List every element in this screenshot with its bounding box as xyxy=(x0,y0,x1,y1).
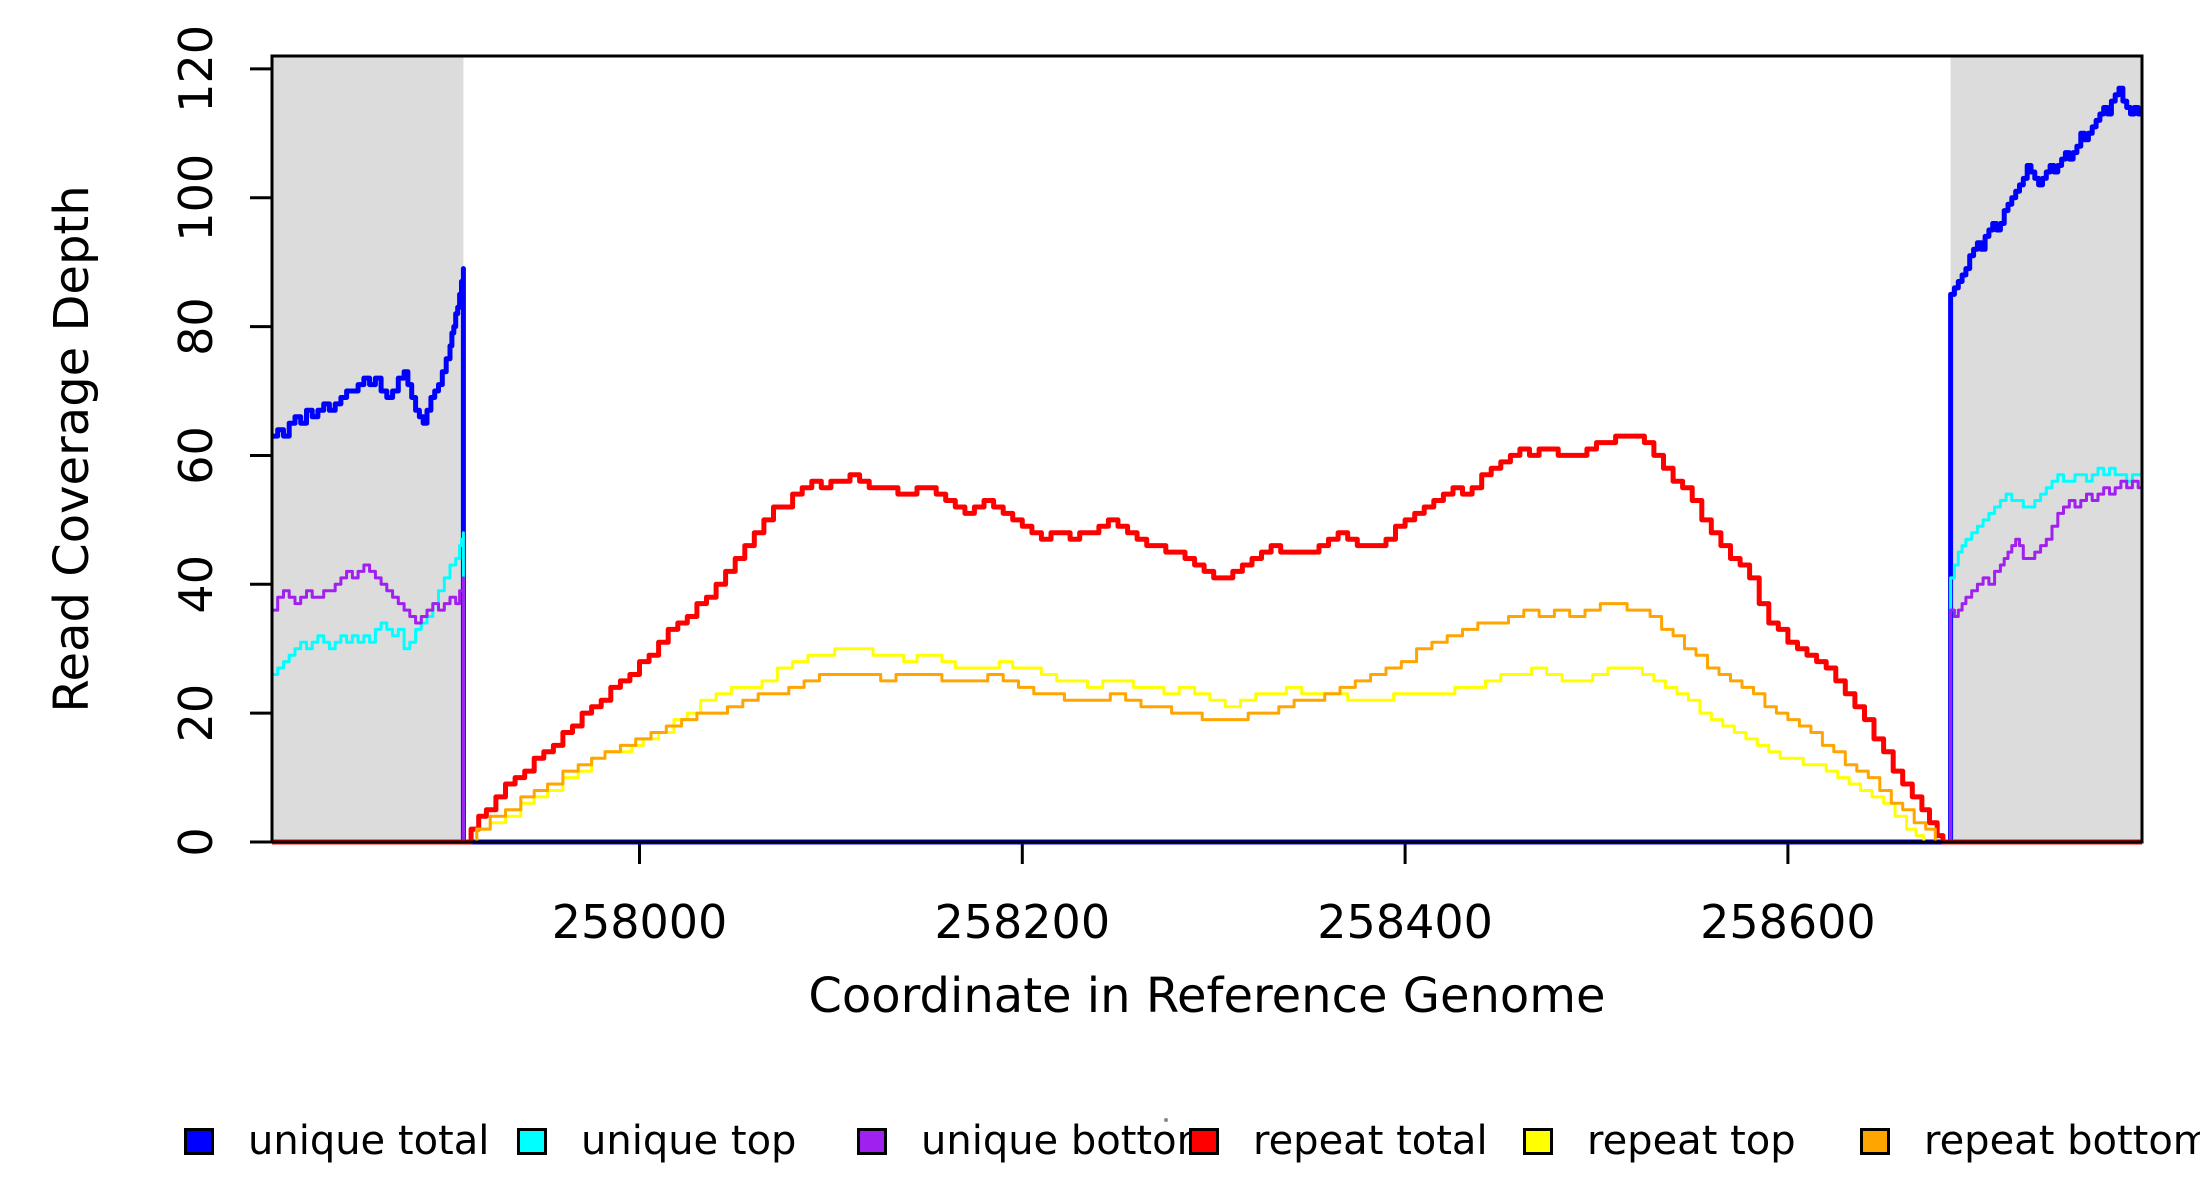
legend-swatch-unique-top xyxy=(517,1127,547,1155)
legend-item-unique-total: unique total xyxy=(184,1118,489,1164)
legend-item-repeat-bottom: repeat bottom xyxy=(1860,1118,2200,1164)
y-tick-label: 20 xyxy=(169,684,223,743)
x-axis-title: Coordinate in Reference Genome xyxy=(808,968,1605,1024)
series-line-repeat-total xyxy=(272,433,2142,845)
y-tick-label: 60 xyxy=(169,426,223,485)
y-tick-label: 0 xyxy=(169,827,223,856)
series-line-unique-top xyxy=(272,466,2142,844)
y-tick-label: 120 xyxy=(169,25,223,113)
stray-dot-artifact xyxy=(1164,1118,1168,1122)
series-line-unique-total xyxy=(272,85,2142,845)
legend-swatch-repeat-bottom xyxy=(1860,1127,1890,1155)
legend-label: repeat top xyxy=(1587,1118,1796,1164)
legend-item-unique-top: unique top xyxy=(517,1118,796,1164)
x-tick-label: 258000 xyxy=(552,895,728,949)
x-tick-label: 258200 xyxy=(934,895,1110,949)
plot-area: 0 20 40 60 80 100 120 258000 258200 258400 258600 xyxy=(169,25,2144,949)
y-tick-label: 100 xyxy=(169,154,223,242)
series-line-repeat-bottom xyxy=(272,602,2142,844)
legend-item-unique-bottom: unique bottom xyxy=(857,1118,1216,1164)
legend-swatch-unique-total xyxy=(184,1127,214,1155)
y-tick-label: 80 xyxy=(169,297,223,356)
legend-label: unique top xyxy=(581,1118,797,1164)
plot-border xyxy=(270,54,2144,844)
legend-swatch-unique-bottom xyxy=(857,1127,887,1155)
legend-label: repeat total xyxy=(1253,1118,1488,1164)
legend-label: unique bottom xyxy=(921,1118,1216,1164)
y-tick-label: 40 xyxy=(169,555,223,614)
legend-item-repeat-top: repeat top xyxy=(1523,1118,1796,1164)
shaded-unique-region xyxy=(272,56,464,842)
series-line-unique-bottom xyxy=(272,479,2142,844)
legend-swatch-repeat-total xyxy=(1189,1127,1219,1155)
shaded-unique-region xyxy=(1950,56,2142,842)
legend-swatch-repeat-top xyxy=(1523,1127,1553,1155)
y-axis-title: Read Coverage Depth xyxy=(44,185,100,712)
x-tick-label: 258600 xyxy=(1700,895,1876,949)
legend-label: unique total xyxy=(248,1118,490,1164)
legend-item-repeat-total: repeat total xyxy=(1189,1118,1488,1164)
legend-label: repeat bottom xyxy=(1924,1118,2200,1164)
x-tick-label: 258400 xyxy=(1317,895,1493,949)
